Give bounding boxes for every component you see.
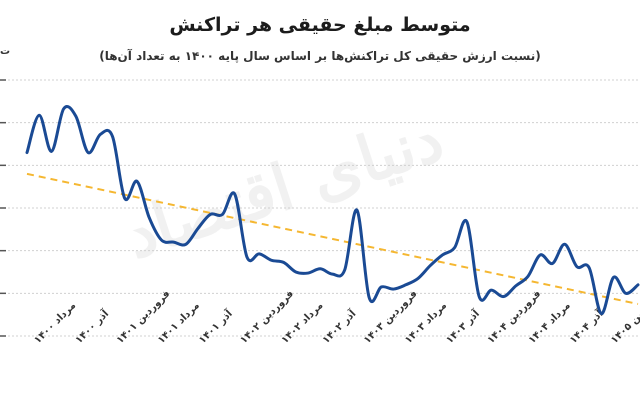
chart-subtitle: (نسبت ارزش حقیقی کل تراکنش‌ها بر اساس سا…: [99, 49, 541, 63]
chart-title: متوسط مبلغ حقیقی هر تراکنش: [169, 14, 471, 36]
x-tick-label: مرداد ۱۴۰۰: [32, 300, 78, 346]
x-tick-label: آذر ۱۴۰۰: [72, 307, 111, 346]
series-line: [25, 104, 640, 316]
x-tick-label: فروردین ۱۴۰۵: [609, 288, 640, 346]
x-tick-label: آذر ۱۴۰۳: [443, 307, 482, 346]
grid-lines: [0, 79, 640, 337]
x-tick-label: مرداد ۱۴۰۳: [403, 300, 449, 346]
x-tick-label: آذر ۱۴۰۱: [196, 307, 235, 346]
y-axis-unit-label: ت: [0, 46, 11, 57]
x-tick-label: آذر ۱۴۰۲: [319, 307, 358, 346]
x-tick-label: مرداد ۱۴۰۲: [280, 300, 326, 346]
x-tick-label: مرداد ۱۴۰۱: [156, 300, 202, 346]
trend-line: [26, 172, 639, 305]
x-tick-label: مرداد ۱۴۰۴: [527, 300, 573, 346]
